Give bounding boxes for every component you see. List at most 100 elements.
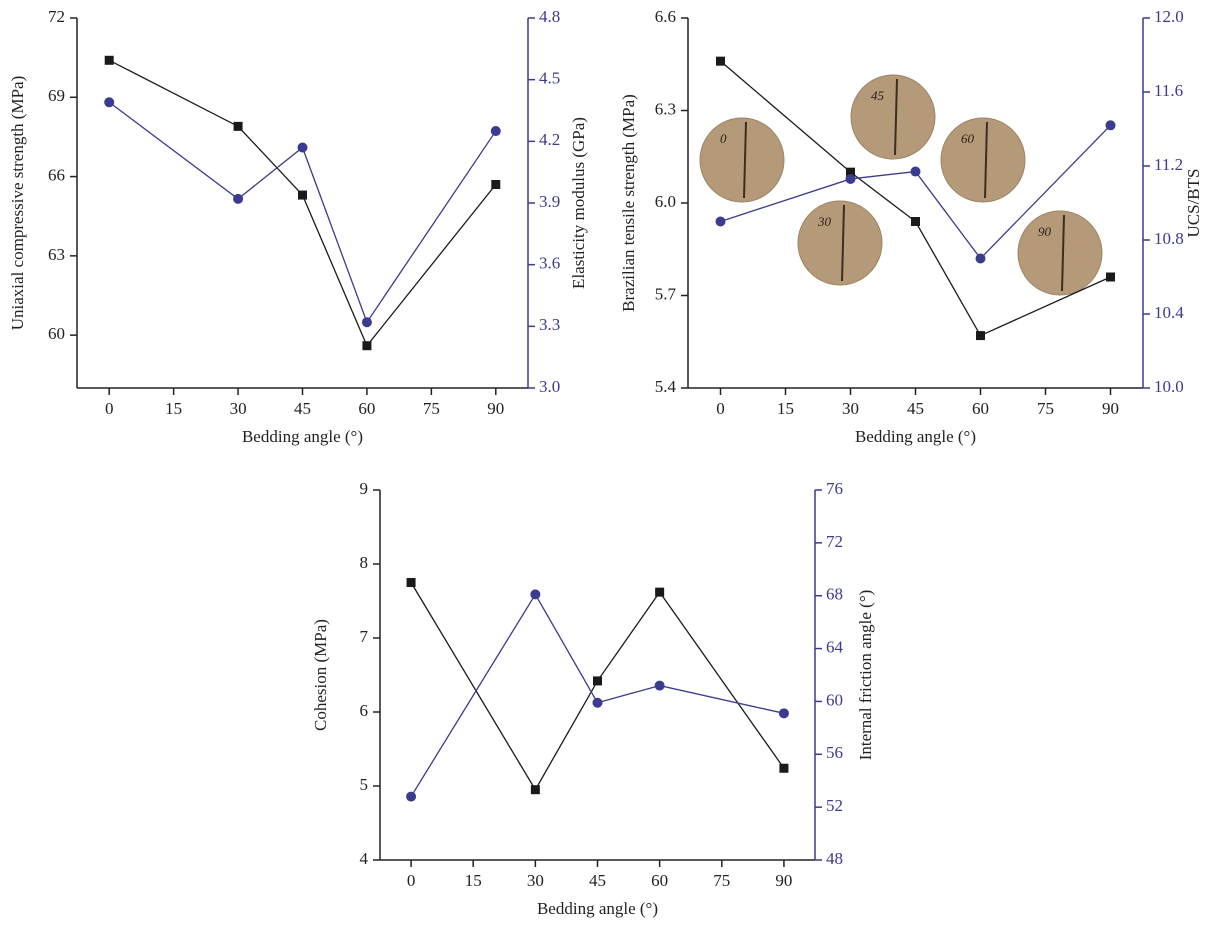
data-point [779, 763, 789, 773]
y-tick-label: 5.7 [655, 284, 677, 303]
y-tick-label: 6 [360, 701, 369, 720]
series-line [410, 593, 785, 797]
x-axis-title: Bedding angle (°) [855, 427, 976, 446]
data-point [104, 55, 114, 65]
specimen-label: 45 [871, 88, 885, 103]
x-tick-label: 60 [651, 871, 668, 890]
y2-tick-label: 11.6 [1154, 81, 1183, 100]
y2-tick-label: 64 [826, 637, 844, 656]
y-tick-label: 6.6 [655, 7, 676, 26]
y-tick-label: 8 [360, 553, 369, 572]
y-tick-label: 9 [360, 479, 369, 498]
y2-tick-label: 52 [826, 796, 843, 815]
data-point [1106, 272, 1115, 282]
x-axis-title: Bedding angle (°) [537, 899, 658, 918]
y2-tick-label: 60 [826, 690, 843, 709]
data-point [298, 190, 307, 200]
x-tick-label: 15 [777, 399, 794, 418]
y-axis-title: Cohesion (MPa) [311, 619, 330, 731]
data-point [362, 341, 372, 351]
x-tick-label: 0 [407, 871, 416, 890]
y2-tick-label: 4.5 [539, 69, 560, 88]
specimen-crack [743, 121, 747, 199]
chart: 0 30 45 60 90 0 15 30 45 60 75 90 5.4 5.7 6.0 6.3 6.6 10.… [619, 7, 1203, 446]
data-point [715, 216, 726, 227]
y2-tick-label: 3.9 [539, 192, 560, 211]
x-axis-title: Bedding angle (°) [242, 427, 363, 446]
y2-tick-label: 3.6 [539, 254, 560, 273]
specimen-label: 90 [1038, 224, 1052, 239]
y2-tick-label: 4.2 [539, 130, 560, 149]
y-tick-label: 66 [48, 165, 65, 184]
data-point [846, 167, 855, 177]
x-tick-label: 45 [294, 399, 311, 418]
specimen-photo [850, 74, 936, 160]
y2-tick-label: 3.0 [539, 377, 560, 396]
y2-tick-label: 72 [826, 532, 843, 551]
series-line [410, 582, 785, 791]
y2-axis-title: Internal friction angle (°) [856, 590, 875, 761]
y2-tick-label: 4.8 [539, 7, 560, 26]
specimen-label: 0 [720, 131, 727, 146]
y2-tick-label: 56 [826, 743, 843, 762]
x-tick-label: 75 [1037, 399, 1054, 418]
y2-tick-label: 10.8 [1154, 229, 1184, 248]
data-point [654, 680, 665, 691]
x-tick-label: 30 [842, 399, 859, 418]
data-point [297, 142, 308, 153]
y2-tick-label: 12.0 [1154, 7, 1184, 26]
y-tick-label: 63 [48, 245, 65, 264]
data-point [530, 589, 541, 600]
chart: 0 15 30 45 60 75 904567894852566064687276Beddi… [311, 479, 875, 918]
x-tick-label: 75 [713, 871, 730, 890]
data-point [233, 121, 243, 131]
x-tick-label: 45 [589, 871, 606, 890]
y-tick-label: 5 [360, 775, 369, 794]
specimen-photo [797, 200, 883, 286]
specimen-photo [1017, 210, 1103, 296]
x-tick-label: 60 [358, 399, 375, 418]
data-point [406, 791, 417, 802]
data-point [911, 217, 920, 226]
y2-tick-label: 10.4 [1154, 303, 1184, 322]
data-point [490, 126, 501, 137]
y-tick-label: 72 [48, 7, 65, 26]
specimen-crack [984, 121, 988, 199]
data-point [845, 173, 856, 184]
x-tick-label: 75 [423, 399, 440, 418]
y2-axis-title: UCS/BTS [1184, 169, 1203, 238]
data-point [976, 331, 985, 341]
x-tick-label: 15 [465, 871, 482, 890]
specimen-label: 30 [817, 214, 832, 229]
specimen-crack [894, 78, 898, 156]
data-point [716, 56, 725, 66]
y2-tick-label: 11.2 [1154, 155, 1183, 174]
x-tick-label: 30 [230, 399, 247, 418]
data-point [778, 708, 789, 719]
data-point [593, 676, 602, 686]
y-tick-label: 6.3 [655, 99, 676, 118]
specimen-photo [699, 117, 785, 203]
y2-tick-label: 68 [826, 585, 843, 604]
specimen-photo [940, 117, 1026, 203]
x-tick-label: 90 [487, 399, 504, 418]
x-tick-label: 60 [972, 399, 989, 418]
x-tick-label: 15 [165, 399, 182, 418]
y-tick-label: 60 [48, 324, 65, 343]
y2-tick-label: 3.3 [539, 315, 560, 334]
x-tick-label: 90 [775, 871, 792, 890]
data-point [592, 697, 603, 708]
x-tick-label: 0 [716, 399, 725, 418]
series-line [108, 59, 497, 347]
y-axis-title: Brazilian tensile strength (MPa) [619, 94, 638, 312]
specimen-label: 60 [961, 131, 975, 146]
y2-tick-label: 48 [826, 849, 843, 868]
data-point [1105, 120, 1116, 131]
y2-axis-title: Elasticity modulus (GPa) [569, 117, 588, 289]
specimen-crack [841, 204, 845, 282]
data-point [233, 193, 244, 204]
x-tick-label: 0 [105, 399, 114, 418]
data-point [655, 587, 665, 597]
